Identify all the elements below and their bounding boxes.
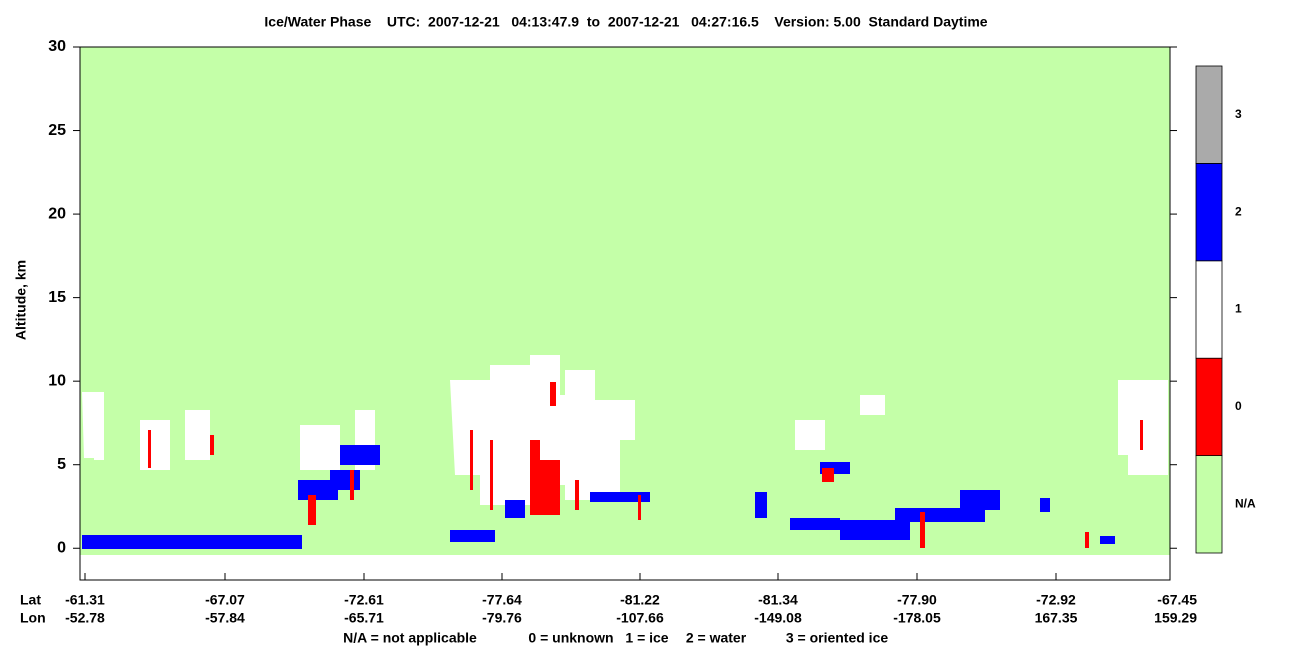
cloud-curtain	[82, 355, 1168, 549]
y-tick-label: 0	[57, 539, 66, 556]
footnote: 0 = unknown	[528, 630, 613, 646]
x-tick-label: -65.71	[344, 610, 384, 626]
footnote: N/A = not applicable	[343, 630, 477, 646]
colorbar-swatch	[1195, 162, 1223, 262]
colorbar-swatch	[1195, 455, 1223, 554]
x-tick-label: -67.07	[205, 592, 245, 608]
x-tick-label: -107.66	[616, 610, 664, 626]
x-tick-label: -72.92	[1036, 592, 1076, 608]
x-tick-label: -178.05	[893, 610, 941, 626]
x-tick-label: -77.90	[897, 592, 937, 608]
footnote: 1 = ice	[625, 630, 668, 646]
y-tick-label: 5	[57, 456, 66, 473]
colorbar-swatch	[1195, 260, 1223, 359]
y-tick-label: 10	[48, 372, 66, 389]
colorbar-label: 0	[1235, 399, 1242, 413]
x-tick-label: -149.08	[754, 610, 802, 626]
x-tick-label: 167.35	[1035, 610, 1078, 626]
colorbar-label: 1	[1235, 302, 1242, 316]
x-tick-label: -52.78	[65, 610, 105, 626]
y-tick-label: 15	[48, 289, 66, 306]
chart-title: Ice/Water Phase UTC: 2007-12-21 04:13:47…	[264, 14, 987, 30]
colorbar-swatch	[1195, 357, 1223, 457]
x-tick-label: -81.22	[620, 592, 660, 608]
x-tick-label: -61.31	[65, 592, 105, 608]
colorbar-label: N/A	[1235, 496, 1256, 510]
y-tick-label: 25	[48, 122, 66, 139]
colorbar-label: 3	[1235, 107, 1242, 121]
plot-background	[80, 47, 1170, 555]
footnote: 2 = water	[686, 630, 747, 646]
plot-frame	[79, 46, 1171, 581]
y-axis-label: Altitude, km	[13, 260, 29, 340]
x-tick-label: -67.45	[1157, 592, 1197, 608]
x-tick-label: -79.76	[482, 610, 522, 626]
y-tick-label: 30	[48, 38, 66, 55]
x-tick-label: -81.34	[758, 592, 798, 608]
x-tick-label: -72.61	[344, 592, 384, 608]
footnote: 3 = oriented ice	[786, 630, 889, 646]
y-tick-label: 20	[48, 205, 66, 222]
colorbar-label: 2	[1235, 204, 1242, 218]
x-tick-label: -77.64	[482, 592, 522, 608]
colorbar-swatch	[1195, 65, 1223, 164]
x-tick-label: -57.84	[205, 610, 245, 626]
x-row-label: Lat	[20, 592, 41, 608]
x-tick-label: 159.29	[1154, 610, 1197, 626]
x-row-label: Lon	[20, 610, 46, 626]
